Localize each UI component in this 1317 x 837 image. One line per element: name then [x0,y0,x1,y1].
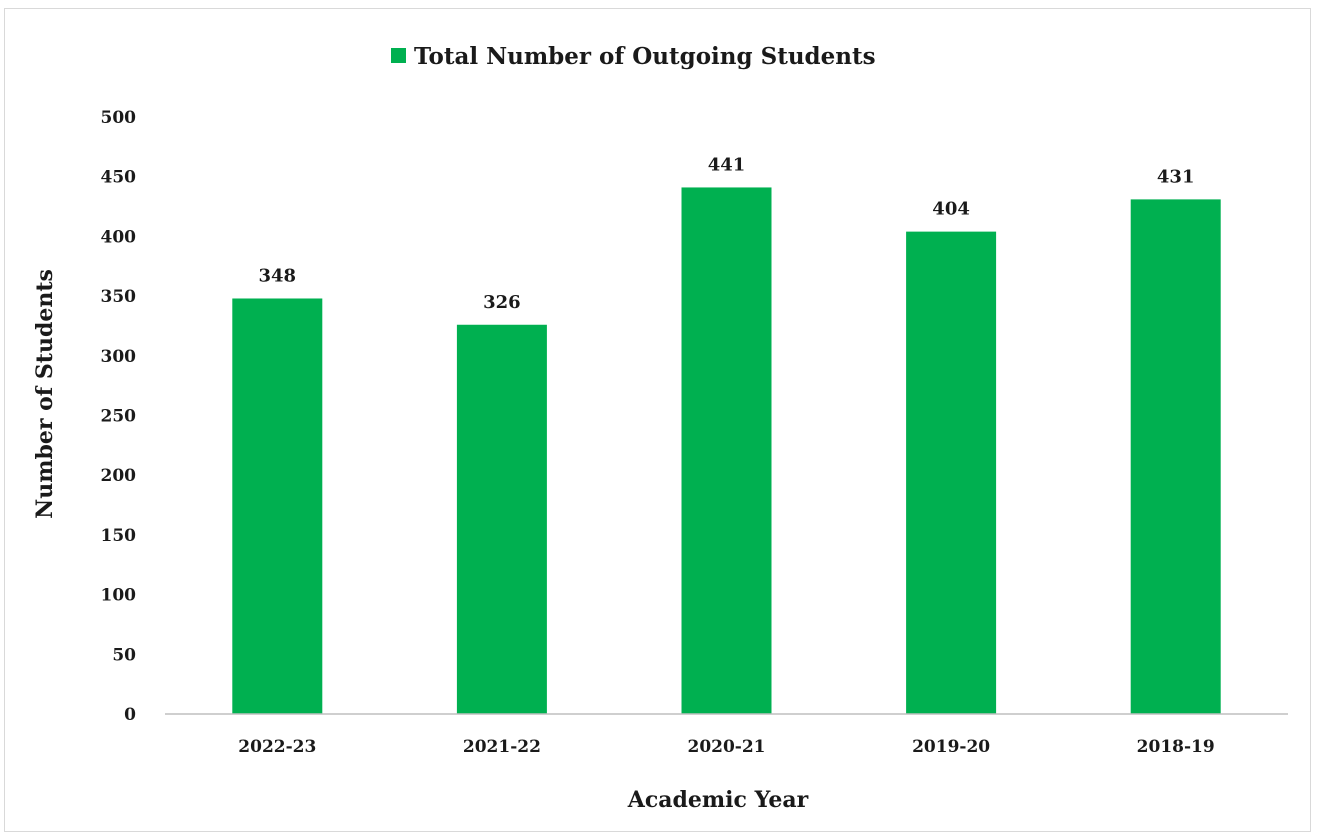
x-tick-label: 2018-19 [1137,737,1215,757]
y-axis-ticks: 0 50 100 150 200 250 300 350 400 450 500 [101,108,137,725]
y-tick-label: 400 [101,227,137,247]
x-axis-ticks: 2022-23 2021-22 2020-21 2019-20 2018-19 [238,737,1214,757]
chart-frame [4,8,1311,832]
y-tick-label: 250 [101,407,137,427]
legend: Total Number of Outgoing Students [391,43,876,70]
y-tick-label: 500 [101,108,137,128]
data-label-2019-20: 404 [932,199,970,220]
x-tick-label: 2021-22 [463,737,541,757]
y-tick-label: 0 [124,705,136,725]
bar-2018-19 [1130,199,1221,715]
data-label-2021-22: 326 [483,292,521,313]
data-label-2022-23: 348 [259,265,297,286]
bar-2019-20 [906,231,997,714]
bar-2022-23 [232,298,323,714]
data-label-2018-19: 431 [1157,166,1195,187]
y-tick-label: 100 [101,586,137,606]
x-tick-label: 2019-20 [912,737,990,757]
bars [232,187,1221,715]
y-tick-label: 450 [101,168,137,188]
legend-label: Total Number of Outgoing Students [414,43,876,70]
data-label-2020-21: 441 [708,154,746,175]
y-tick-label: 300 [101,347,137,367]
x-tick-label: 2022-23 [238,737,316,757]
bar-2020-21 [681,187,772,715]
bar-2021-22 [456,324,547,714]
legend-swatch [391,48,406,63]
data-labels: 348 326 441 404 431 [259,154,1195,312]
x-axis-title: Academic Year [627,787,809,813]
y-tick-label: 50 [112,645,136,665]
x-tick-label: 2020-21 [687,737,765,757]
y-axis-title: Number of Students [32,269,58,519]
y-tick-label: 200 [101,466,137,486]
y-tick-label: 350 [101,287,137,307]
y-tick-label: 150 [101,526,137,546]
